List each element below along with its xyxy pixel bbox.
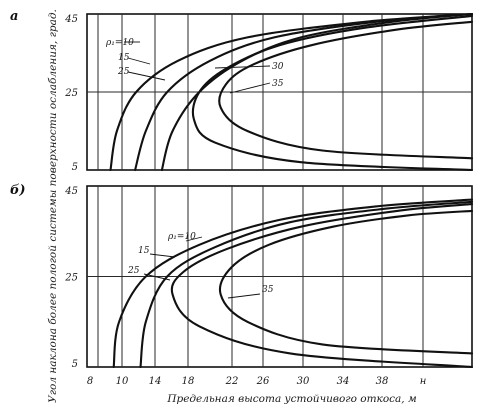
curve-label: 25 — [117, 67, 130, 77]
curve-label: 35 — [272, 79, 284, 89]
curve-label: 25 — [127, 266, 140, 276]
x-tick-label: 10 — [116, 376, 129, 387]
curve-1 — [139, 200, 474, 369]
curve-label-leader — [229, 82, 271, 94]
shared-annotations: а б) 8 10 14 18 22 26 30 34 38 н Предельная высота у… — [10, 9, 426, 405]
curve-label-leader — [127, 71, 166, 81]
y-axis-title: Угол наклона более пологой системы повер… — [47, 9, 59, 403]
curve-label-leader — [127, 57, 151, 65]
curve-4 — [218, 20, 474, 160]
x-axis-title: Предельная высота устойчивого откоса, м — [166, 393, 416, 405]
y-tick-label: 25 — [64, 88, 78, 99]
curve-label: 30 — [272, 62, 284, 72]
curve-label-leader — [143, 273, 171, 281]
x-tick-label: 38 — [376, 376, 389, 387]
panel-label-b: б) — [10, 183, 26, 198]
x-tick-label: 14 — [149, 376, 162, 387]
x-tick-label: 34 — [337, 376, 350, 387]
curve-label: 15 — [118, 53, 130, 63]
curve-label-leader — [214, 65, 271, 69]
x-tick-label: 18 — [182, 376, 195, 387]
y-tick-label: 45 — [64, 14, 78, 25]
curve-label: ρ₁=10 — [167, 232, 196, 242]
y-tick-label: 45 — [64, 186, 78, 197]
x-tick-label: 8 — [87, 376, 93, 387]
panel-b: 45 25 5 ρ₁=10 15 25 35 — [64, 185, 474, 370]
curve-label-leader — [149, 253, 176, 258]
curve-0 — [109, 12, 474, 172]
x-tick-label: н — [420, 376, 427, 387]
curve-2 — [170, 203, 474, 369]
curve-3 — [219, 209, 474, 355]
y-tick-label: 5 — [72, 162, 78, 173]
x-tick-label: 30 — [297, 376, 310, 387]
curve-label-leader — [227, 293, 261, 299]
y-tick-label: 5 — [72, 359, 78, 370]
curve-0 — [112, 198, 474, 369]
panel-a: 45 25 5 ρ₁=10 15 25 30 35 — [64, 12, 474, 173]
curve-label-leader — [185, 236, 203, 242]
x-tick-label: 22 — [225, 376, 239, 387]
curve-3 — [191, 14, 474, 172]
panel-label-a: а — [10, 9, 18, 24]
y-tick-label: 25 — [64, 273, 78, 284]
curve-label: 15 — [138, 246, 150, 256]
curve-label: ρ₁=10 — [105, 38, 134, 48]
curve-label: 35 — [262, 285, 274, 295]
x-tick-label: 26 — [256, 376, 270, 387]
curve-1 — [134, 12, 474, 172]
